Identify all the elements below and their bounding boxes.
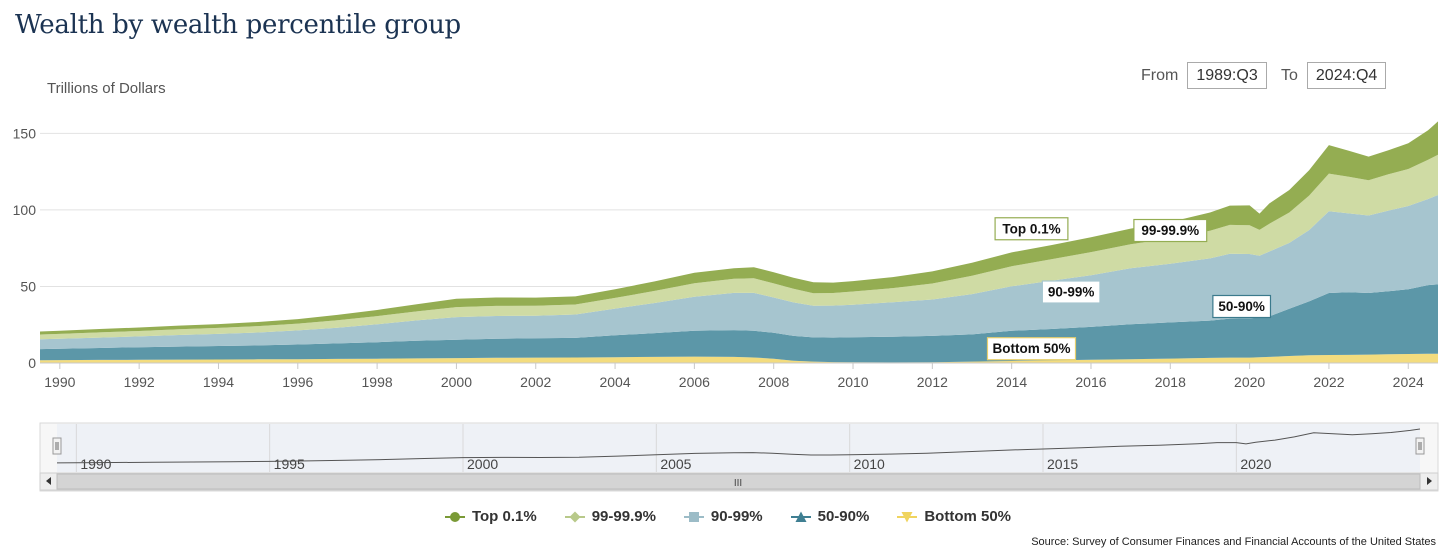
y-tick-label: 50: [20, 278, 36, 294]
scrollbar-thumb[interactable]: [56, 473, 1421, 490]
navigator-handle-right[interactable]: [1415, 437, 1425, 455]
x-tick-label: 2004: [599, 374, 630, 390]
range-to-input[interactable]: 2024:Q4: [1306, 62, 1387, 89]
legend: Top 0.1% 99-99.9% 90-99% 50-90% Bottom 50%: [0, 508, 1456, 525]
range-to-label: To: [1281, 66, 1298, 84]
area-50-90-[interactable]: [40, 284, 1438, 363]
navigator-tick-label: 2015: [1047, 456, 1078, 472]
svg-text:Bottom 50%: Bottom 50%: [992, 341, 1070, 356]
legend-item-top-0-1-[interactable]: Top 0.1%: [444, 508, 537, 525]
x-tick-label: 2006: [679, 374, 710, 390]
navigator-tick-label: 2000: [467, 456, 498, 472]
x-tick-label: 2020: [1234, 374, 1265, 390]
navigator-tick-label: 1990: [80, 456, 111, 472]
legend-item-99-99-9-[interactable]: 99-99.9%: [564, 508, 656, 525]
navigator[interactable]: 1990 1995 2000 2005 2010 2015 2020 III: [39, 422, 1439, 492]
y-axis: Trillions of Dollars 0 50 100 150: [13, 80, 166, 371]
x-tick-label: 2018: [1155, 374, 1186, 390]
source-note: Source: Survey of Consumer Finances and …: [1031, 536, 1436, 548]
legend-label: 99-99.9%: [591, 508, 656, 525]
range-from-label: From: [1141, 66, 1179, 84]
y-tick-label: 100: [13, 202, 37, 218]
legend-marker-icon: [897, 511, 918, 522]
x-tick-label: 2022: [1313, 374, 1344, 390]
x-axis: 1990 1992 1994 1996 1998 2000 2002 2004 2006 2008…: [40, 362, 1438, 390]
y-axis-title: Trillions of Dollars: [47, 80, 166, 97]
area-99-99-9-[interactable]: [40, 154, 1438, 340]
x-tick-label: 1992: [124, 374, 155, 390]
annotation-90-99-: 90-99%: [1041, 280, 1101, 304]
scroll-left-icon[interactable]: [46, 477, 51, 485]
stacked-areas: [40, 121, 1438, 363]
navigator-selection[interactable]: [57, 424, 1420, 472]
annotations: Top 0.1% 99-99.9% 90-99% 50-90% Bottom 50%: [986, 217, 1272, 361]
x-tick-label: 2012: [917, 374, 948, 390]
annotation-top-0-1-: Top 0.1%: [994, 217, 1069, 241]
annotation-bottom-50-: Bottom 50%: [986, 337, 1077, 361]
scroll-right-icon[interactable]: [1427, 477, 1432, 485]
navigator-tick-label: 2010: [854, 456, 885, 472]
area-bottom-50-[interactable]: [40, 353, 1438, 363]
legend-marker-icon: [790, 511, 811, 522]
range-from-input[interactable]: 1989:Q3: [1187, 62, 1267, 89]
y-tick-label: 150: [13, 125, 37, 141]
x-tick-label: 2024: [1393, 374, 1424, 390]
x-tick-label: 1996: [282, 374, 313, 390]
legend-item-bottom-50-[interactable]: Bottom 50%: [897, 508, 1011, 525]
navigator-tick-label: 2020: [1240, 456, 1271, 472]
svg-text:50-90%: 50-90%: [1218, 299, 1265, 314]
annotation-99-99-9-: 99-99.9%: [1133, 218, 1208, 243]
range-from: From 1989:Q3: [1141, 62, 1267, 89]
legend-label: 90-99%: [710, 508, 763, 525]
x-tick-label: 1994: [203, 374, 234, 390]
navigator-handle-left[interactable]: [52, 437, 62, 455]
svg-text:Top 0.1%: Top 0.1%: [1002, 221, 1060, 236]
x-tick-label: 2000: [441, 374, 472, 390]
x-tick-label: 2002: [520, 374, 551, 390]
page-title: Wealth by wealth percentile group: [15, 10, 461, 40]
x-tick-label: 1990: [44, 374, 75, 390]
legend-label: 50-90%: [817, 508, 870, 525]
legend-label: Top 0.1%: [471, 508, 537, 525]
legend-marker-icon: [683, 511, 704, 522]
x-tick-label: 2014: [996, 374, 1027, 390]
navigator-tick-label: 1995: [274, 456, 305, 472]
annotation-50-90-: 50-90%: [1212, 294, 1272, 319]
legend-item-90-99-[interactable]: 90-99%: [683, 508, 763, 525]
legend-label: Bottom 50%: [924, 508, 1012, 525]
area-90-99-[interactable]: [40, 195, 1438, 350]
x-tick-label: 2010: [837, 374, 868, 390]
x-tick-label: 2008: [758, 374, 789, 390]
svg-text:99-99.9%: 99-99.9%: [1141, 223, 1199, 238]
svg-text:90-99%: 90-99%: [1048, 285, 1095, 300]
legend-item-50-90-[interactable]: 50-90%: [790, 508, 870, 525]
legend-marker-icon: [444, 511, 465, 522]
legend-marker-icon: [564, 511, 585, 522]
y-tick-label: 0: [28, 355, 36, 371]
x-tick-label: 2016: [1075, 374, 1106, 390]
range-to: To 2024:Q4: [1281, 62, 1387, 89]
x-tick-label: 1998: [362, 374, 393, 390]
scrollbar-grip-icon: III: [734, 478, 742, 489]
navigator-series-line: [56, 428, 1421, 464]
navigator-tick-label: 2005: [660, 456, 691, 472]
